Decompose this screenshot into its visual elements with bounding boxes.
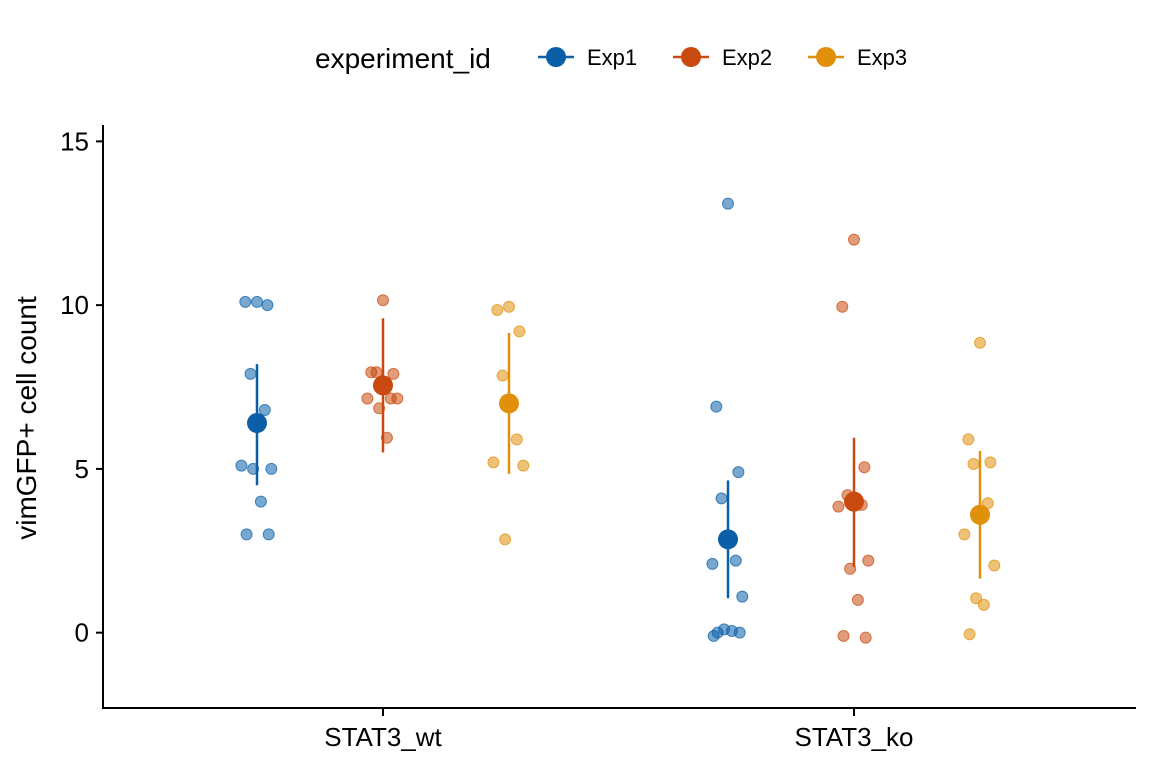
data-point-exp1 xyxy=(732,466,745,479)
data-point-exp1 xyxy=(715,492,728,505)
plot-area xyxy=(235,197,1001,644)
x-tick-label: STAT3_ko xyxy=(795,722,914,752)
legend-label-exp3: Exp3 xyxy=(857,45,907,70)
legend-label-exp1: Exp1 xyxy=(587,45,637,70)
y-tick-label: 10 xyxy=(60,290,89,320)
mean-point-exp3 xyxy=(970,504,990,525)
mean-point-exp1 xyxy=(247,413,267,434)
mean-point-exp2 xyxy=(373,375,393,396)
legend: experiment_id Exp1 Exp2 Exp3 xyxy=(315,43,907,74)
data-point-exp3 xyxy=(510,433,523,446)
data-point-exp1 xyxy=(736,590,749,603)
mean-point-exp3 xyxy=(499,393,519,414)
data-point-exp1 xyxy=(254,495,267,508)
data-point-exp1 xyxy=(722,197,734,210)
legend-marker-exp1 xyxy=(546,47,566,67)
data-point-exp1 xyxy=(707,629,720,642)
data-point-exp3 xyxy=(496,369,509,382)
data-point-exp3 xyxy=(977,598,990,611)
data-point-exp1 xyxy=(235,459,248,472)
data-point-exp1 xyxy=(240,528,253,541)
data-point-exp3 xyxy=(970,592,983,605)
data-point-exp2 xyxy=(851,593,864,606)
data-point-exp3 xyxy=(962,433,975,446)
data-point-exp2 xyxy=(862,554,875,567)
data-point-exp2 xyxy=(859,631,872,644)
data-point-exp2 xyxy=(848,233,860,246)
data-point-exp1 xyxy=(244,367,257,380)
data-point-exp2 xyxy=(377,294,389,307)
data-point-exp3 xyxy=(967,457,980,470)
y-tick-label: 5 xyxy=(75,454,89,484)
data-point-exp2 xyxy=(387,367,400,380)
data-point-exp1 xyxy=(710,400,723,413)
mean-point-exp1 xyxy=(718,529,738,550)
y-tick-label: 0 xyxy=(75,618,89,648)
data-point-exp1 xyxy=(733,626,746,639)
data-point-exp3 xyxy=(988,559,1001,572)
data-point-exp3 xyxy=(499,533,512,546)
y-tick-label: 15 xyxy=(60,126,89,156)
data-point-exp1 xyxy=(706,557,719,570)
data-point-exp2 xyxy=(361,392,374,405)
data-point-exp1 xyxy=(239,295,252,308)
data-point-exp2 xyxy=(836,300,849,313)
data-point-exp3 xyxy=(958,528,971,541)
x-tick-label: STAT3_wt xyxy=(324,722,442,752)
data-point-exp3 xyxy=(974,336,986,349)
data-point-exp1 xyxy=(258,403,271,416)
y-axis-title: vimGFP+ cell count xyxy=(11,296,42,540)
data-point-exp3 xyxy=(513,325,526,338)
legend-label-exp2: Exp2 xyxy=(722,45,772,70)
legend-marker-exp3 xyxy=(816,47,836,67)
legend-title: experiment_id xyxy=(315,43,491,74)
data-point-exp2 xyxy=(832,500,845,513)
data-point-exp1 xyxy=(261,299,274,312)
data-point-exp3 xyxy=(984,456,997,469)
data-point-exp3 xyxy=(487,456,500,469)
legend-marker-exp2 xyxy=(681,47,701,67)
data-point-exp1 xyxy=(262,528,275,541)
data-point-exp3 xyxy=(517,459,530,472)
data-point-exp2 xyxy=(391,392,404,405)
data-point-exp3 xyxy=(503,300,515,313)
data-point-exp3 xyxy=(963,628,976,641)
data-point-exp1 xyxy=(729,554,742,567)
data-point-exp1 xyxy=(265,462,278,475)
mean-point-exp2 xyxy=(844,491,864,512)
data-point-exp2 xyxy=(858,461,871,474)
data-point-exp2 xyxy=(837,629,850,642)
data-point-exp1 xyxy=(251,295,263,308)
data-point-exp3 xyxy=(491,304,504,317)
